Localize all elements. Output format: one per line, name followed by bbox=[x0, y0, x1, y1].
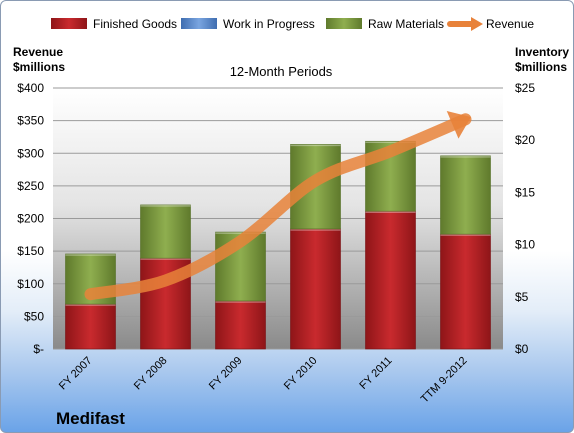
revenue-arrowhead bbox=[446, 111, 472, 139]
legend-swatch-finished-goods bbox=[51, 18, 87, 29]
bar-segment-finished-goods bbox=[65, 303, 116, 350]
revenue-series bbox=[84, 111, 472, 301]
legend-arrowhead-revenue bbox=[471, 17, 483, 31]
bar-segment-finished-goods bbox=[215, 300, 266, 350]
category-label: FY 2010 bbox=[282, 355, 320, 393]
category-label: FY 2009 bbox=[207, 355, 245, 393]
right-axis-title-line1: Inventory bbox=[515, 45, 569, 59]
left-tick-label: $100 bbox=[17, 277, 44, 291]
right-tick-label: $10 bbox=[515, 238, 535, 252]
category-label: FY 2008 bbox=[132, 355, 170, 393]
category-label: FY 2011 bbox=[357, 355, 394, 392]
legend: Finished Goods Work in Progress Raw Mate… bbox=[51, 17, 534, 31]
legend-swatch-raw-materials bbox=[326, 18, 362, 29]
left-tick-label: $250 bbox=[17, 179, 44, 193]
chart-title: 12-Month Periods bbox=[230, 64, 333, 79]
left-axis-title-line1: Revenue bbox=[13, 45, 63, 59]
bar-segment-finished-goods bbox=[440, 233, 491, 350]
company-name: Medifast bbox=[56, 409, 125, 428]
revenue-line bbox=[84, 113, 472, 301]
right-axis-title-line2: $millions bbox=[515, 60, 567, 74]
left-tick-label: $- bbox=[33, 342, 44, 356]
right-tick-label: $25 bbox=[515, 81, 535, 95]
right-tick-label: $0 bbox=[515, 342, 529, 356]
left-tick-label: $350 bbox=[17, 114, 44, 128]
bar-segment-finished-goods bbox=[365, 210, 416, 350]
legend-label-work-in-progress: Work in Progress bbox=[223, 17, 315, 31]
left-tick-label: $150 bbox=[17, 244, 44, 258]
bar-segment-finished-goods bbox=[290, 228, 341, 350]
left-tick-label: $50 bbox=[24, 309, 44, 323]
category-label: FY 2007 bbox=[57, 355, 95, 393]
right-tick-label: $15 bbox=[515, 185, 535, 199]
legend-swatch-work-in-progress bbox=[181, 18, 217, 29]
legend-label-raw-materials: Raw Materials bbox=[368, 17, 444, 31]
left-tick-label: $200 bbox=[17, 212, 44, 226]
bar-segment-raw-materials bbox=[140, 204, 191, 259]
left-axis-title-line2: $millions bbox=[13, 60, 65, 74]
legend-label-finished-goods: Finished Goods bbox=[93, 17, 177, 31]
right-tick-label: $5 bbox=[515, 290, 529, 304]
bar-segment-raw-materials bbox=[440, 155, 491, 235]
left-tick-label: $300 bbox=[17, 146, 44, 160]
left-tick-label: $400 bbox=[17, 81, 44, 95]
right-tick-label: $20 bbox=[515, 133, 535, 147]
category-label: TTM 9-2012 bbox=[419, 355, 470, 406]
legend-label-revenue: Revenue bbox=[486, 17, 534, 31]
